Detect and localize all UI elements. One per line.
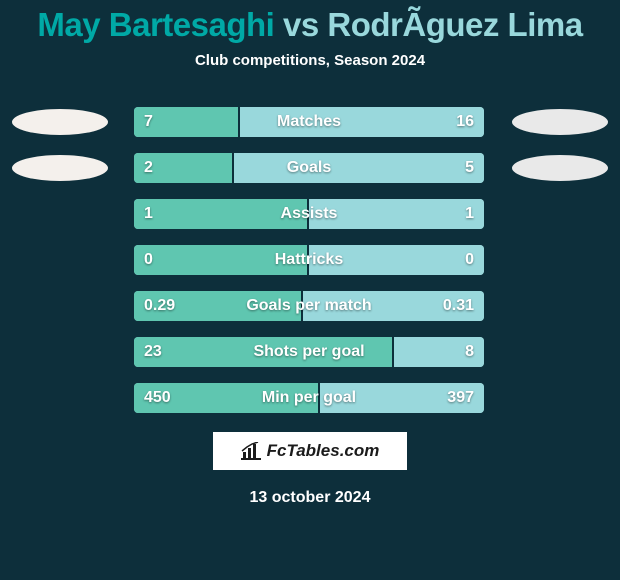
stat-bar: 11Assists xyxy=(134,199,484,229)
title-vs: vs xyxy=(274,6,327,43)
title-player2: RodrÃ­guez Lima xyxy=(327,6,582,43)
page-title: May Bartesaghi vs RodrÃ­guez Lima xyxy=(0,0,620,44)
team-badge-left xyxy=(12,109,108,135)
comparison-card: May Bartesaghi vs RodrÃ­guez Lima Club c… xyxy=(0,0,620,580)
stats-area: 716Matches 25Goals 11Assists 00Hattricks 0.2… xyxy=(0,107,620,413)
stat-label: Matches xyxy=(134,107,484,137)
stat-label: Goals per match xyxy=(134,291,484,321)
stat-label: Hattricks xyxy=(134,245,484,275)
stat-label: Assists xyxy=(134,199,484,229)
stat-label: Goals xyxy=(134,153,484,183)
stat-row: 0.290.31Goals per match xyxy=(0,291,620,321)
stat-bar: 00Hattricks xyxy=(134,245,484,275)
stat-bar: 450397Min per goal xyxy=(134,383,484,413)
watermark-badge: FcTables.com xyxy=(212,431,408,471)
title-player1: May Bartesaghi xyxy=(37,6,274,43)
chart-icon xyxy=(241,442,261,460)
stat-label: Shots per goal xyxy=(134,337,484,367)
stat-bar: 25Goals xyxy=(134,153,484,183)
team-badge-left xyxy=(12,155,108,181)
stat-row: 11Assists xyxy=(0,199,620,229)
stat-bar: 238Shots per goal xyxy=(134,337,484,367)
stat-row: 238Shots per goal xyxy=(0,337,620,367)
stat-label: Min per goal xyxy=(134,383,484,413)
date-text: 13 october 2024 xyxy=(0,489,620,507)
team-badge-right xyxy=(512,155,608,181)
stat-row: 00Hattricks xyxy=(0,245,620,275)
stat-row: 450397Min per goal xyxy=(0,383,620,413)
stat-row: 25Goals xyxy=(0,153,620,183)
watermark-text: FcTables.com xyxy=(267,441,380,461)
stat-row: 716Matches xyxy=(0,107,620,137)
stat-bar: 0.290.31Goals per match xyxy=(134,291,484,321)
subtitle: Club competitions, Season 2024 xyxy=(0,52,620,69)
team-badge-right xyxy=(512,109,608,135)
stat-bar: 716Matches xyxy=(134,107,484,137)
